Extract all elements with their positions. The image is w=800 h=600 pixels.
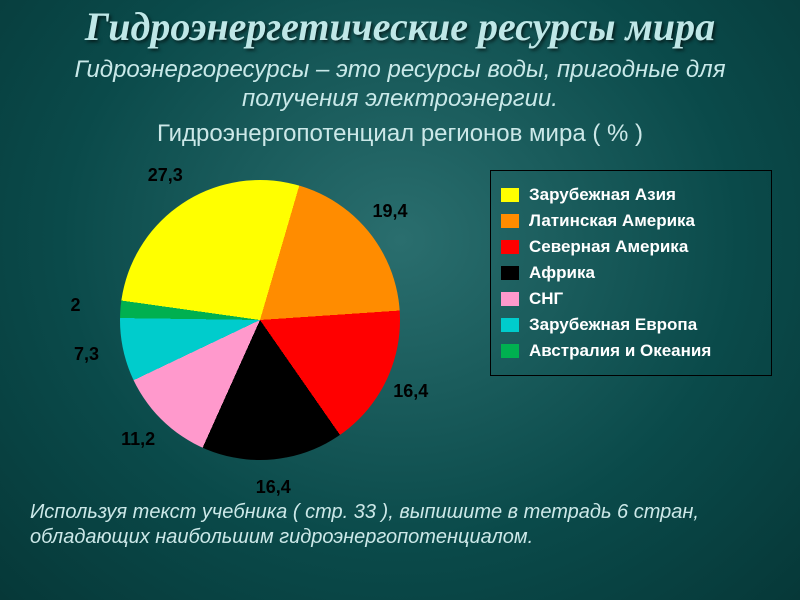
legend-row: Зарубежная Азия [501, 185, 761, 205]
legend-row: Латинская Америка [501, 211, 761, 231]
legend-swatch [501, 214, 519, 228]
legend-row: Северная Америка [501, 237, 761, 257]
pie-pct-label: 19,4 [372, 201, 407, 222]
legend-row: Зарубежная Европа [501, 315, 761, 335]
legend-row: СНГ [501, 289, 761, 309]
pie-pct-label: 7,3 [74, 344, 99, 365]
legend-swatch [501, 344, 519, 358]
footer-note: Используя текст учебника ( стр. 33 ), вы… [30, 500, 770, 550]
legend-swatch [501, 266, 519, 280]
pie-pct-label: 27,3 [148, 165, 183, 186]
legend-swatch [501, 240, 519, 254]
legend-label: Зарубежная Азия [529, 185, 676, 205]
slide-title: Гидроэнергетические ресурсы мира [0, 0, 800, 48]
legend: Зарубежная Азия Латинская Америка Северная… [490, 170, 772, 376]
chart-area: 27,319,416,416,411,27,32 Зарубежная Азия… [0, 150, 800, 500]
legend-swatch [501, 292, 519, 306]
subtitle: Гидроэнергоресурсы – это ресурсы воды, п… [40, 56, 760, 114]
legend-label: Латинская Америка [529, 211, 695, 231]
legend-row: Африка [501, 263, 761, 283]
legend-label: СНГ [529, 289, 563, 309]
legend-label: Северная Америка [529, 237, 688, 257]
legend-row: Австралия и Океания [501, 341, 761, 361]
legend-label: Австралия и Океания [529, 341, 711, 361]
pie-pct-label: 11,2 [121, 429, 155, 450]
legend-swatch [501, 188, 519, 202]
legend-label: Африка [529, 263, 595, 283]
pie-chart [120, 180, 400, 460]
pie-chart-container: 27,319,416,416,411,27,32 [120, 180, 400, 460]
legend-swatch [501, 318, 519, 332]
chart-title: Гидроэнергопотенциал регионов мира ( % ) [0, 120, 800, 148]
pie-pct-label: 16,4 [393, 381, 428, 402]
pie-pct-label: 2 [71, 295, 81, 316]
pie-pct-label: 16,4 [256, 477, 291, 498]
legend-label: Зарубежная Европа [529, 315, 697, 335]
